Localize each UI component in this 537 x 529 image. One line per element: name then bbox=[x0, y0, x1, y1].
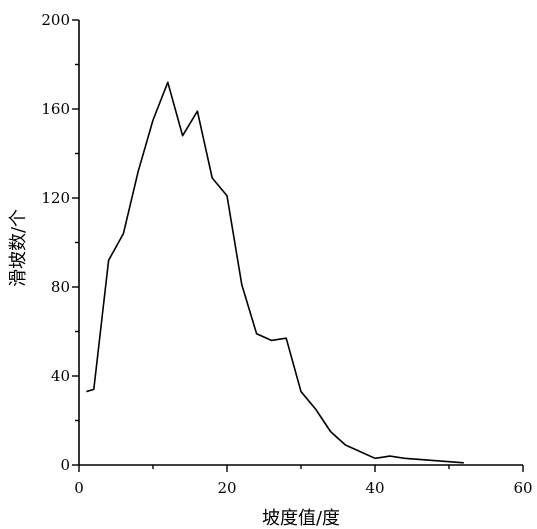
x-tick-label: 40 bbox=[365, 479, 384, 497]
series-line bbox=[86, 81, 464, 464]
series-group bbox=[86, 81, 464, 464]
x-tick-label: 20 bbox=[217, 479, 236, 497]
y-axis-title: 滑坡数/个 bbox=[8, 209, 29, 287]
y-tick-label: 120 bbox=[41, 189, 70, 207]
x-axis-title: 坡度值/度 bbox=[262, 508, 340, 529]
y-tick-label: 200 bbox=[41, 11, 70, 29]
x-tick-label: 60 bbox=[513, 479, 532, 497]
y-axis: 0 40 80 120 160 200 bbox=[41, 11, 80, 474]
x-axis: 0 20 40 60 bbox=[74, 464, 533, 497]
x-tick-label: 0 bbox=[74, 479, 84, 497]
y-tick-label: 80 bbox=[51, 278, 70, 296]
y-tick-label: 0 bbox=[60, 456, 70, 474]
y-tick-label: 40 bbox=[51, 367, 70, 385]
y-tick-label: 160 bbox=[41, 100, 70, 118]
